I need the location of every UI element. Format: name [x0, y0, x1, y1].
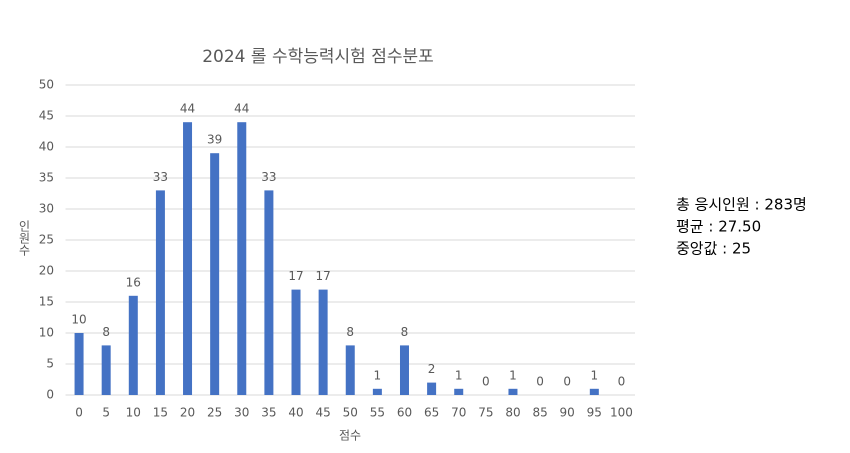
bar [155, 190, 165, 395]
y-tick-label: 10 [39, 326, 54, 340]
y-tick-label: 30 [39, 202, 54, 216]
x-tick-label: 40 [288, 406, 303, 420]
x-tick-label: 55 [370, 406, 385, 420]
x-tick-label: 80 [505, 406, 520, 420]
x-tick-label: 50 [343, 406, 358, 420]
y-tick-label: 40 [39, 140, 54, 154]
data-label: 33 [261, 170, 276, 184]
y-tick-label: 0 [46, 388, 54, 402]
x-tick-label: 70 [451, 406, 466, 420]
annotation: 총 응시인원 : 283명 [676, 196, 807, 214]
bar [264, 190, 274, 395]
y-axis-label: 인원수 [17, 220, 31, 256]
data-label: 1 [509, 368, 517, 382]
x-tick-label: 75 [478, 406, 493, 420]
chart-title: 2024 롤 수학능력시험 점수분포 [202, 47, 434, 67]
data-label: 17 [288, 269, 303, 283]
x-tick-label: 100 [610, 406, 633, 420]
bar [427, 382, 437, 395]
bar [399, 345, 409, 395]
data-label: 0 [482, 375, 490, 389]
y-tick-label: 25 [39, 233, 54, 247]
x-tick-label: 85 [532, 406, 547, 420]
bar [318, 289, 328, 395]
bar [128, 295, 138, 395]
y-tick-label: 15 [39, 295, 54, 309]
data-label: 39 [207, 133, 222, 147]
x-tick-label: 25 [207, 406, 222, 420]
data-label: 0 [536, 375, 544, 389]
x-tick-label: 10 [126, 406, 141, 420]
data-label: 16 [126, 275, 141, 289]
data-label: 44 [180, 102, 195, 116]
data-label: 8 [401, 325, 409, 339]
bar [101, 345, 111, 395]
data-label: 1 [374, 368, 382, 382]
x-tick-label: 35 [261, 406, 276, 420]
y-tick-label: 20 [39, 264, 54, 278]
bar [589, 388, 599, 395]
data-label: 1 [591, 368, 599, 382]
bar [291, 289, 301, 395]
bar [454, 388, 464, 395]
data-label: 8 [102, 325, 110, 339]
y-tick-label: 35 [39, 171, 54, 185]
x-tick-label: 45 [315, 406, 330, 420]
x-tick-label: 30 [234, 406, 249, 420]
annotation: 중앙값 : 25 [676, 240, 751, 258]
data-label: 33 [153, 170, 168, 184]
x-tick-label: 90 [560, 406, 575, 420]
x-tick-label: 15 [153, 406, 168, 420]
x-tick-label: 60 [397, 406, 412, 420]
data-label: 0 [563, 375, 571, 389]
data-label: 0 [618, 375, 626, 389]
y-tick-label: 50 [39, 78, 54, 92]
data-label: 8 [346, 325, 354, 339]
x-axis-label: 점수 [339, 429, 361, 443]
y-tick-label: 5 [46, 357, 54, 371]
x-tick-label: 5 [102, 406, 110, 420]
data-label: 10 [71, 313, 86, 327]
x-tick-label: 20 [180, 406, 195, 420]
bar [345, 345, 355, 395]
data-label: 2 [428, 362, 436, 376]
y-tick-label: 45 [39, 109, 54, 123]
data-label: 17 [315, 269, 330, 283]
bar [237, 122, 247, 395]
x-tick-label: 0 [75, 406, 83, 420]
data-label: 44 [234, 102, 249, 116]
bar [74, 333, 84, 395]
bar [183, 122, 193, 395]
data-label: 1 [455, 368, 463, 382]
x-tick-label: 95 [587, 406, 602, 420]
annotation: 평균 : 27.50 [676, 218, 761, 236]
bar [372, 388, 382, 395]
bar [210, 153, 220, 395]
x-tick-label: 65 [424, 406, 439, 420]
bar [508, 388, 518, 395]
